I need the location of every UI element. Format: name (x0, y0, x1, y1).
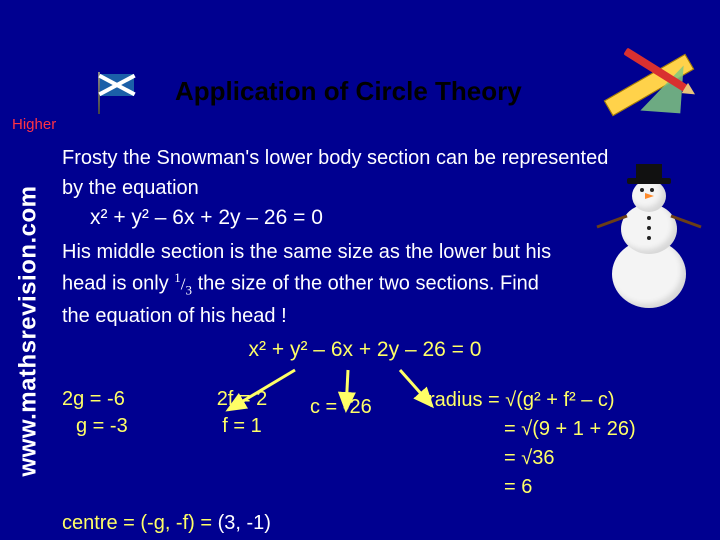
body2-a: head is only (62, 273, 174, 295)
radius-working: radius = √(g² + f² – c) = √(9 + 1 + 26) … (428, 386, 708, 502)
snowman-icon (604, 168, 694, 308)
geometry-tools-icon (596, 46, 704, 124)
body2-b: the size of the other two sections. Find (192, 273, 539, 295)
sidebar-url: www.mathsrevision.com (10, 156, 48, 506)
slide-header: Application of Circle Theory (0, 32, 720, 82)
centre-result: centre = (-g, -f) = (3, -1) (62, 512, 708, 535)
f-working: 2f = 2 f = 1 (182, 386, 302, 440)
fraction-one-third: 1/3 (174, 270, 192, 298)
working-row: 2g = -6 g = -3 2f = 2 f = 1 c = -26 radi… (62, 386, 708, 502)
problem-line1: Frosty the Snowman's lower body section … (62, 146, 708, 170)
page-title: Application of Circle Theory (175, 76, 522, 107)
c-working: c = -26 (310, 394, 420, 421)
level-badge: Higher (12, 116, 56, 133)
centre-value: (3, -1) (218, 512, 271, 534)
sidebar-url-text: www.mathsrevision.com (15, 185, 43, 476)
centre-label: centre = (-g, -f) = (62, 512, 218, 534)
equation-repeat: x² + y² – 6x + 2y – 26 = 0 (42, 338, 688, 362)
g-working: 2g = -6 g = -3 (62, 386, 182, 440)
